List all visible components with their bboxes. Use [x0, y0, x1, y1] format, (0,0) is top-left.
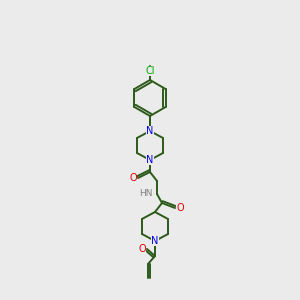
Text: O: O	[129, 173, 137, 183]
Text: N: N	[151, 236, 159, 246]
Text: O: O	[138, 244, 146, 254]
Text: N: N	[146, 155, 154, 165]
Text: N: N	[146, 126, 154, 136]
Text: Cl: Cl	[145, 66, 155, 76]
Text: O: O	[176, 203, 184, 213]
Text: HN: HN	[140, 190, 153, 199]
